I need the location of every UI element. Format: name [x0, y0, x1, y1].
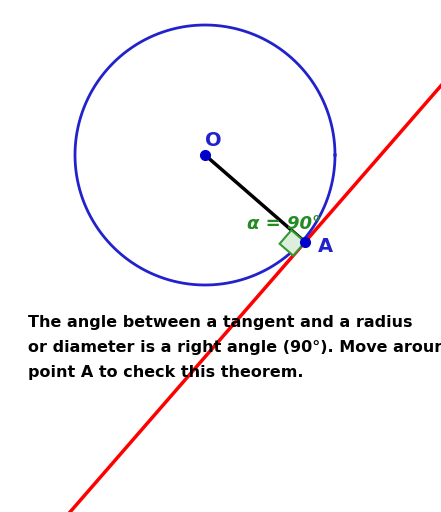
Text: A: A	[318, 238, 333, 257]
Text: The angle between a tangent and a radius: The angle between a tangent and a radius	[28, 315, 412, 330]
Text: α = 90°: α = 90°	[247, 215, 321, 233]
Polygon shape	[280, 230, 305, 255]
Text: O: O	[205, 132, 221, 151]
Text: point A to check this theorem.: point A to check this theorem.	[28, 365, 303, 380]
Text: or diameter is a right angle (90°). Move around: or diameter is a right angle (90°). Move…	[28, 340, 441, 355]
